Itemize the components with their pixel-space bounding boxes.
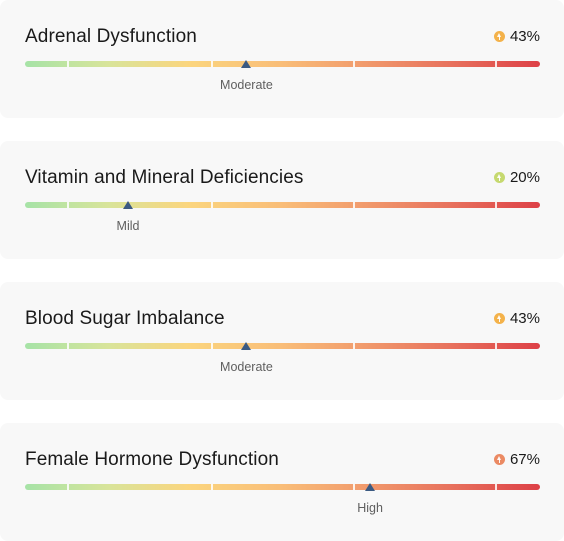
risk-percent: 43%: [493, 28, 540, 45]
arrow-up-circle-icon: [493, 313, 505, 324]
risk-scale-bar: [25, 343, 540, 349]
risk-title: Blood Sugar Imbalance: [25, 308, 225, 329]
risk-title: Adrenal Dysfunction: [25, 26, 197, 47]
risk-card: Blood Sugar Imbalance 43% Moderate: [0, 282, 564, 400]
level-label: Mild: [116, 219, 140, 233]
arrow-up-circle-icon: [493, 31, 505, 42]
arrow-up-circle-icon: [493, 454, 505, 465]
level-marker-icon: [365, 483, 376, 491]
risk-scale-bar: [25, 484, 540, 490]
risk-card: Adrenal Dysfunction 43% Moderate: [0, 0, 564, 118]
level-label: Moderate: [220, 360, 273, 374]
arrow-up-circle-icon: [493, 172, 505, 183]
level-label: Moderate: [220, 78, 273, 92]
risk-scale-bar: [25, 61, 540, 67]
risk-percent-value: 20%: [509, 169, 540, 186]
risk-scale-bar: [25, 202, 540, 208]
risk-title: Female Hormone Dysfunction: [25, 449, 279, 470]
risk-card: Vitamin and Mineral Deficiencies 20% Mil…: [0, 141, 564, 259]
risk-percent-value: 43%: [509, 28, 540, 45]
risk-card: Female Hormone Dysfunction 67% High: [0, 423, 564, 541]
risk-percent: 20%: [493, 169, 540, 186]
risk-title: Vitamin and Mineral Deficiencies: [25, 167, 304, 188]
risk-percent-value: 43%: [509, 310, 540, 327]
risk-percent-value: 67%: [509, 451, 540, 468]
risk-percent: 43%: [493, 310, 540, 327]
level-marker-icon: [241, 342, 252, 350]
level-marker-icon: [123, 201, 133, 209]
risk-percent: 67%: [493, 451, 540, 468]
level-marker-icon: [241, 60, 252, 68]
level-label: High: [357, 501, 383, 515]
